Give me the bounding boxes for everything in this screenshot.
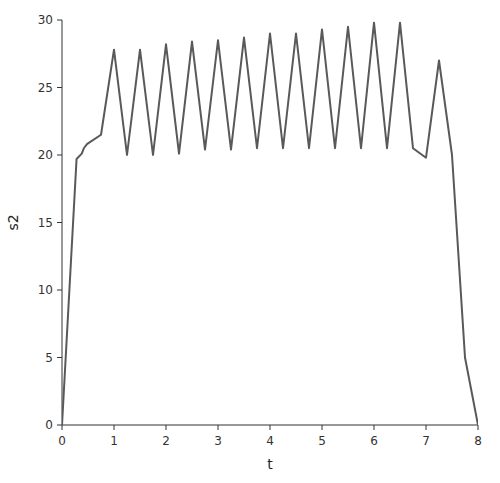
y-tick-label: 30 bbox=[38, 13, 53, 27]
x-tick bbox=[62, 425, 63, 430]
y-tick bbox=[57, 222, 62, 223]
x-tick-label: 5 bbox=[318, 434, 326, 448]
plot-area bbox=[62, 23, 478, 425]
x-tick-label: 1 bbox=[110, 434, 118, 448]
y-tick bbox=[57, 20, 62, 21]
x-tick bbox=[478, 425, 479, 430]
x-tick-label: 4 bbox=[266, 434, 274, 448]
y-tick-label: 15 bbox=[38, 216, 53, 230]
y-axis-label: s2 bbox=[5, 214, 21, 230]
chart: 0 1 2 3 4 5 6 7 8 0 5 10 15 20 25 30 t s2 bbox=[0, 0, 500, 483]
y-tick bbox=[57, 290, 62, 291]
x-tick bbox=[166, 425, 167, 430]
x-axis-label: t bbox=[267, 456, 273, 472]
x-tick bbox=[426, 425, 427, 430]
x-tick bbox=[374, 425, 375, 430]
chart-container: 0 1 2 3 4 5 6 7 8 0 5 10 15 20 25 30 t s2 bbox=[0, 0, 500, 483]
x-tick-label: 6 bbox=[370, 434, 378, 448]
x-tick-label: 0 bbox=[58, 434, 66, 448]
x-tick-label: 7 bbox=[422, 434, 430, 448]
x-tick bbox=[218, 425, 219, 430]
y-tick bbox=[57, 357, 62, 358]
x-tick-label: 3 bbox=[214, 434, 222, 448]
x-tick-label: 2 bbox=[162, 434, 170, 448]
x-tick bbox=[322, 425, 323, 430]
x-tick-label: 8 bbox=[474, 434, 482, 448]
y-tick bbox=[57, 425, 62, 426]
x-tick bbox=[114, 425, 115, 430]
y-tick-label: 5 bbox=[45, 351, 53, 365]
x-tick bbox=[270, 425, 271, 430]
y-tick-label: 20 bbox=[38, 148, 53, 162]
y-tick-label: 25 bbox=[38, 81, 53, 95]
y-tick-label: 0 bbox=[45, 418, 53, 432]
y-tick bbox=[57, 155, 62, 156]
data-line bbox=[62, 23, 478, 425]
y-tick bbox=[57, 87, 62, 88]
y-tick-label: 10 bbox=[38, 283, 53, 297]
